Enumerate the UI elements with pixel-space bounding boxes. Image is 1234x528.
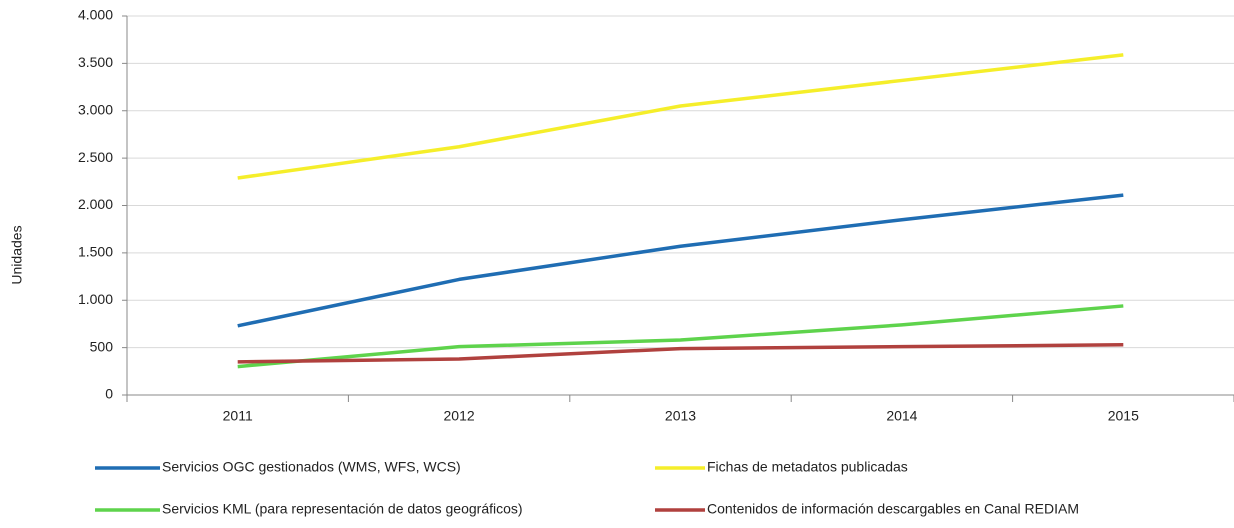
y-tick-label: 0 [105, 386, 113, 402]
y-tick-label: 500 [90, 338, 114, 354]
y-tick-label: 1.500 [78, 244, 113, 260]
legend-label: Fichas de metadatos publicadas [707, 459, 908, 475]
x-tick-label: 2013 [665, 408, 696, 424]
series-line [237, 304, 1124, 369]
y-tick-label: 4.000 [78, 7, 113, 23]
y-tick-label: 3.000 [78, 101, 113, 117]
legend-label: Servicios KML (para representación de da… [162, 501, 523, 517]
legend-label: Contenidos de información descargables e… [707, 501, 1079, 517]
y-tick-label: 2.000 [78, 196, 113, 212]
series-line [237, 193, 1124, 328]
legend-label: Servicios OGC gestionados (WMS, WFS, WCS… [162, 459, 461, 475]
x-tick-label: 2015 [1108, 408, 1139, 424]
series-line [237, 343, 1124, 364]
y-tick-label: 1.000 [78, 291, 113, 307]
x-tick-label: 2011 [223, 408, 253, 424]
y-tick-label: 2.500 [78, 149, 113, 165]
x-tick-label: 2012 [444, 408, 475, 424]
series-line [237, 53, 1124, 180]
y-axis-label: Unidades [9, 225, 25, 284]
y-tick-label: 3.500 [78, 54, 113, 70]
x-tick-label: 2014 [886, 408, 917, 424]
